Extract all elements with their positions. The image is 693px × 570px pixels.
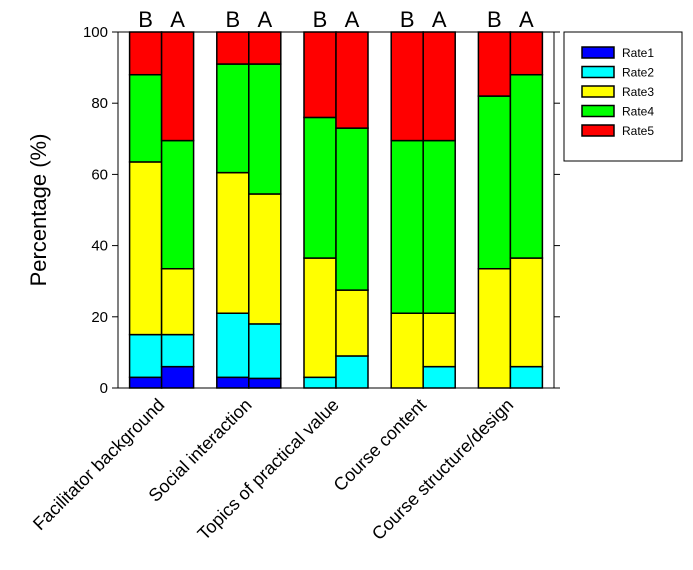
group-label-a: A <box>345 7 360 32</box>
bar-segment-rate4-b <box>477 95 512 270</box>
y-tick-label: 60 <box>91 166 108 183</box>
bar-segment-rate5-b <box>390 31 424 142</box>
bar-segment-rate2-a <box>509 365 544 389</box>
bar-segment-rate4-b <box>303 116 337 259</box>
bar-segment-rate5-a <box>160 31 195 142</box>
bar-segment-rate5-a <box>248 31 282 65</box>
group-label-a: A <box>257 7 272 32</box>
group-label-b: B <box>400 7 415 32</box>
bar-segment-rate1-b <box>128 376 163 389</box>
bar-segment-rate3-b <box>390 312 424 389</box>
bar-segment-rate5-b <box>216 31 250 65</box>
bar-segment-rate4-b <box>390 139 424 314</box>
bar-segment-rate2-a <box>160 333 195 368</box>
legend-swatch-rate2 <box>581 65 615 79</box>
bar-segment-rate4-a <box>160 139 195 270</box>
bar-segment-rate3-a <box>160 267 195 336</box>
legend-label-rate2: Rate2 <box>622 66 654 80</box>
group-label-a: A <box>432 7 447 32</box>
legend-label-rate3: Rate3 <box>622 85 654 99</box>
bar-segment-rate3-a <box>509 257 544 368</box>
bar-segment-rate5-a <box>335 31 369 129</box>
bar-segment-rate3-b <box>128 161 163 336</box>
axes-layer <box>117 31 555 389</box>
bar-segment-rate4-b <box>216 63 250 174</box>
group-label-b: B <box>487 7 502 32</box>
y-tick-label: 40 <box>91 238 108 255</box>
bar-segment-rate3-b <box>216 171 250 314</box>
bar-segment-rate3-b <box>303 257 337 379</box>
bar-segment-rate2-b <box>216 312 250 379</box>
legend-label-rate1: Rate1 <box>622 46 654 60</box>
bar-segment-rate4-a <box>335 127 369 291</box>
y-ticks-layer: 0 20 40 60 80 100 <box>83 24 560 397</box>
y-tick-label: 20 <box>91 309 108 326</box>
bar-segment-rate3-a <box>335 289 369 357</box>
bar-segment-rate5-b <box>477 31 512 97</box>
group-label-b: B <box>138 7 153 32</box>
x-tick-label: Course content <box>330 395 430 495</box>
bar-segment-rate1-a <box>248 377 282 389</box>
y-tick-label: 100 <box>83 24 108 41</box>
legend-label-rate5: Rate5 <box>622 124 654 138</box>
bar-segment-rate3-b <box>477 267 512 389</box>
bar-segment-rate5-b <box>128 31 163 76</box>
bar-segment-rate4-a <box>248 63 282 195</box>
legend-swatch-rate4 <box>581 104 615 118</box>
legend-swatch-rate1 <box>581 46 615 59</box>
x-tick-label: Topics of practical value <box>194 395 343 544</box>
x-tick-label: Facilitator background <box>29 395 168 534</box>
bar-segment-rate5-a <box>422 31 456 142</box>
bar-segment-rate1-b <box>216 376 250 389</box>
bar-segment-rate4-b <box>128 73 163 163</box>
group-label-a: A <box>519 7 534 32</box>
bar-segment-rate2-b <box>128 333 163 379</box>
bar-segment-rate2-a <box>248 323 282 380</box>
group-label-a: A <box>170 7 185 32</box>
y-tick-label: 80 <box>91 95 108 112</box>
bar-segment-rate3-a <box>248 193 282 325</box>
bar-segment-rate2-a <box>335 355 369 389</box>
bar-segment-rate2-b <box>303 376 337 389</box>
bar-segment-rate5-b <box>303 31 337 119</box>
group-label-b: B <box>313 7 328 32</box>
bar-segment-rate1-a <box>160 365 195 389</box>
x-tick-label: Course structure/design <box>368 395 517 544</box>
bars-layer <box>128 31 544 389</box>
legend-swatch-rate5 <box>581 124 615 137</box>
bar-segment-rate3-a <box>422 312 456 368</box>
bar-segment-rate4-a <box>509 73 544 259</box>
legend-label-rate4: Rate4 <box>622 105 654 119</box>
legend: Rate1 Rate2 Rate3 Rate4 Rate5 <box>563 31 683 162</box>
legend-swatch-rate3 <box>581 85 615 98</box>
y-axis-label: Percentage (%) <box>26 134 51 287</box>
group-label-b: B <box>225 7 240 32</box>
y-tick-label: 0 <box>100 380 108 397</box>
bar-segment-rate2-a <box>422 365 456 389</box>
bar-segment-rate4-a <box>422 139 456 314</box>
bar-segment-rate5-a <box>509 31 544 76</box>
